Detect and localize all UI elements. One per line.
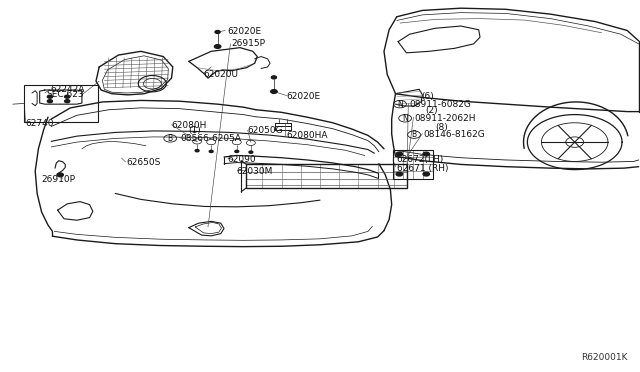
Text: 62020E: 62020E bbox=[227, 27, 261, 36]
Circle shape bbox=[65, 95, 70, 98]
Text: SEC.623: SEC.623 bbox=[46, 90, 84, 99]
Circle shape bbox=[396, 172, 403, 176]
Circle shape bbox=[47, 95, 52, 98]
Text: (2): (2) bbox=[426, 106, 438, 115]
Circle shape bbox=[47, 100, 52, 103]
Text: 62740: 62740 bbox=[26, 119, 54, 128]
Circle shape bbox=[271, 90, 277, 93]
Text: 62671 (RH): 62671 (RH) bbox=[397, 164, 448, 173]
Text: 08911-2062H: 08911-2062H bbox=[415, 114, 476, 123]
Text: 62030M: 62030M bbox=[237, 167, 273, 176]
Circle shape bbox=[235, 150, 239, 153]
Text: 08911-6082G: 08911-6082G bbox=[410, 100, 472, 109]
Text: 62020E: 62020E bbox=[287, 92, 321, 101]
Bar bbox=[24, 85, 98, 122]
Text: 62650S: 62650S bbox=[127, 158, 161, 167]
Circle shape bbox=[396, 152, 403, 156]
Circle shape bbox=[249, 151, 253, 153]
Bar bbox=[246, 164, 407, 188]
Circle shape bbox=[271, 76, 276, 79]
Text: 08566-6205A: 08566-6205A bbox=[180, 134, 241, 143]
Text: 62672(LH): 62672(LH) bbox=[397, 155, 444, 164]
Circle shape bbox=[209, 150, 213, 153]
Text: 26915P: 26915P bbox=[232, 39, 266, 48]
Text: 62080H: 62080H bbox=[172, 121, 207, 130]
Text: 62090: 62090 bbox=[228, 155, 257, 164]
Circle shape bbox=[214, 45, 221, 48]
Circle shape bbox=[65, 100, 70, 103]
Text: B: B bbox=[168, 134, 173, 143]
Circle shape bbox=[423, 172, 429, 176]
Text: 62080HA: 62080HA bbox=[287, 131, 328, 140]
Text: (6): (6) bbox=[421, 92, 434, 101]
Circle shape bbox=[195, 150, 199, 152]
Bar bbox=[393, 150, 433, 179]
Text: 62242A: 62242A bbox=[50, 85, 84, 94]
Text: 26910P: 26910P bbox=[42, 175, 76, 184]
Text: (8): (8) bbox=[435, 123, 448, 132]
Text: N: N bbox=[397, 100, 403, 109]
Circle shape bbox=[215, 31, 220, 33]
Text: N: N bbox=[403, 114, 408, 123]
Circle shape bbox=[423, 152, 429, 156]
Text: (1): (1) bbox=[188, 126, 201, 135]
Text: R620001K: R620001K bbox=[580, 353, 627, 362]
Text: B: B bbox=[412, 130, 417, 139]
Circle shape bbox=[57, 173, 63, 177]
Text: 62050G: 62050G bbox=[248, 126, 284, 135]
Text: 62020U: 62020U bbox=[204, 70, 239, 79]
Text: 08146-8162G: 08146-8162G bbox=[424, 130, 485, 139]
